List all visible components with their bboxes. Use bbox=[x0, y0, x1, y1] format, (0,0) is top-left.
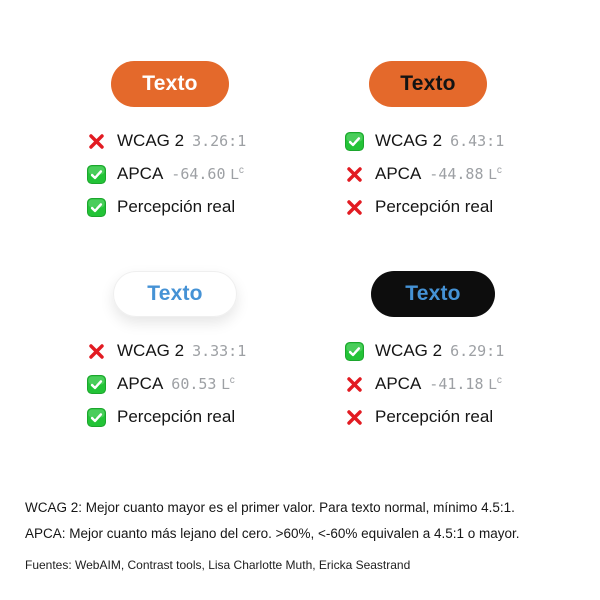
metric-label: APCA bbox=[117, 374, 164, 393]
metric-row-wcag: WCAG 2 3.33:1 bbox=[87, 341, 322, 361]
cross-icon bbox=[345, 198, 364, 217]
metric-label: WCAG 2 bbox=[375, 131, 443, 150]
sample-card-orange-black: Texto WCAG 2 6.43:1 APCA -44.88 Lc bbox=[345, 61, 580, 217]
cross-icon bbox=[347, 409, 362, 425]
check-icon bbox=[345, 341, 364, 361]
cross-icon bbox=[89, 343, 104, 359]
check-icon bbox=[87, 407, 106, 427]
check-icon bbox=[345, 341, 364, 361]
metric-rows: WCAG 2 6.43:1 APCA -44.88 Lc Percepción … bbox=[345, 131, 580, 217]
metric-row-wcag: WCAG 2 6.43:1 bbox=[345, 131, 580, 151]
cross-icon bbox=[347, 376, 362, 392]
metric-label: Percepción real bbox=[375, 197, 494, 216]
metric-row-wcag: WCAG 2 3.26:1 bbox=[87, 131, 322, 151]
pill-label: Texto bbox=[400, 72, 456, 95]
check-icon bbox=[87, 197, 106, 217]
metric-row-apca: APCA -64.60 Lc bbox=[87, 164, 322, 184]
cross-icon bbox=[345, 165, 364, 184]
metric-unit: Lc bbox=[488, 374, 502, 393]
pill-label: Texto bbox=[405, 282, 461, 305]
metric-row-apca: APCA -41.18 Lc bbox=[345, 374, 580, 394]
check-icon bbox=[87, 197, 106, 217]
metric-value: 3.26:1 bbox=[192, 132, 247, 150]
sample-card-orange-white: Texto WCAG 2 3.26:1 APCA -64.60 Lc bbox=[87, 61, 322, 217]
footnote-wcag: WCAG 2: Mejor cuanto mayor es el primer … bbox=[25, 500, 515, 515]
metric-row-perception: Percepción real bbox=[87, 407, 322, 427]
metric-row-apca: APCA -44.88 Lc bbox=[345, 164, 580, 184]
metric-label: WCAG 2 bbox=[375, 341, 443, 360]
pill-label: Texto bbox=[147, 282, 203, 305]
metric-rows: WCAG 2 3.26:1 APCA -64.60 Lc Percepción … bbox=[87, 131, 322, 217]
metric-row-wcag: WCAG 2 6.29:1 bbox=[345, 341, 580, 361]
metric-unit: Lc bbox=[221, 374, 235, 393]
check-icon bbox=[87, 374, 106, 394]
metric-rows: WCAG 2 6.29:1 APCA -41.18 Lc Percepción … bbox=[345, 341, 580, 427]
metric-row-perception: Percepción real bbox=[345, 197, 580, 217]
metric-value: -64.60 bbox=[171, 165, 226, 183]
metric-row-perception: Percepción real bbox=[345, 407, 580, 427]
metric-label: Percepción real bbox=[117, 197, 236, 216]
metric-value: -44.88 bbox=[429, 165, 484, 183]
metric-label: WCAG 2 bbox=[117, 341, 185, 360]
metric-row-apca: APCA 60.53 Lc bbox=[87, 374, 322, 394]
metric-label: Percepción real bbox=[117, 407, 236, 426]
cross-icon bbox=[87, 342, 106, 361]
texto-pill[interactable]: Texto bbox=[111, 61, 229, 107]
cross-icon bbox=[345, 375, 364, 394]
metric-value: 6.43:1 bbox=[450, 132, 505, 150]
check-icon bbox=[87, 164, 106, 184]
metric-label: APCA bbox=[375, 164, 422, 183]
check-icon bbox=[87, 164, 106, 184]
metric-label: APCA bbox=[117, 164, 164, 183]
cross-icon bbox=[89, 133, 104, 149]
check-icon bbox=[345, 131, 364, 151]
metric-rows: WCAG 2 3.33:1 APCA 60.53 Lc Percepción r… bbox=[87, 341, 322, 427]
check-icon bbox=[87, 407, 106, 427]
check-icon bbox=[345, 131, 364, 151]
metric-row-perception: Percepción real bbox=[87, 197, 322, 217]
metric-value: 3.33:1 bbox=[192, 342, 247, 360]
footnote-apca: APCA: Mejor cuanto más lejano del cero. … bbox=[25, 526, 520, 541]
pill-label: Texto bbox=[142, 72, 198, 95]
cross-icon bbox=[87, 132, 106, 151]
cross-icon bbox=[345, 408, 364, 427]
texto-pill[interactable]: Texto bbox=[371, 271, 495, 317]
metric-value: 6.29:1 bbox=[450, 342, 505, 360]
cross-icon bbox=[347, 166, 362, 182]
texto-pill[interactable]: Texto bbox=[369, 61, 487, 107]
check-icon bbox=[87, 374, 106, 394]
metric-value: 60.53 bbox=[171, 375, 217, 393]
metric-label: WCAG 2 bbox=[117, 131, 185, 150]
texto-pill[interactable]: Texto bbox=[113, 271, 237, 317]
footnote-sources: Fuentes: WebAIM, Contrast tools, Lisa Ch… bbox=[25, 558, 411, 572]
cross-icon bbox=[347, 199, 362, 215]
sample-card-black-blue: Texto WCAG 2 6.29:1 APCA -41.18 Lc bbox=[345, 271, 580, 427]
metric-label: Percepción real bbox=[375, 407, 494, 426]
sample-card-white-blue: Texto WCAG 2 3.33:1 APCA 60.53 Lc bbox=[87, 271, 322, 427]
metric-unit: Lc bbox=[230, 164, 244, 183]
metric-label: APCA bbox=[375, 374, 422, 393]
metric-unit: Lc bbox=[488, 164, 502, 183]
metric-value: -41.18 bbox=[429, 375, 484, 393]
